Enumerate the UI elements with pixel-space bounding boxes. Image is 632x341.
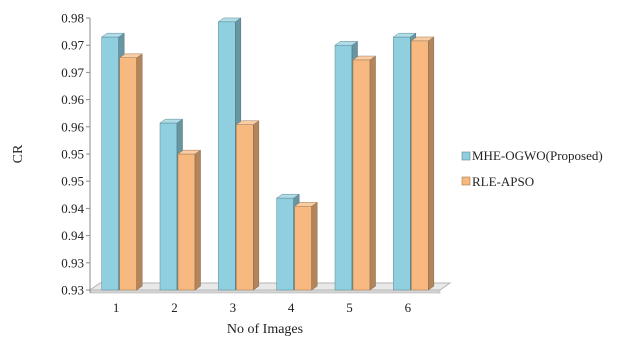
y-tick-label: 0.93 [61, 255, 84, 270]
y-tick-labels: 0.93 0.93 0.94 0.94 0.95 0.95 0.96 0.96 0.97 0.97… [61, 11, 84, 298]
bar-side [369, 55, 376, 291]
y-tick-label: 0.95 [61, 147, 84, 162]
x-tick-label: 3 [230, 300, 237, 315]
bar-top [118, 53, 143, 58]
legend-swatch-rle-apso [461, 176, 471, 186]
bar-front [119, 57, 137, 291]
bar-front [334, 44, 353, 291]
x-tick-label: 6 [405, 300, 412, 315]
bar-front [236, 124, 254, 291]
bar [177, 149, 202, 291]
bar-top [100, 32, 125, 38]
bar-side [253, 120, 260, 291]
x-tick-label: 1 [113, 300, 120, 315]
x-axis-title: No of Images [227, 322, 303, 337]
legend-label-rle-apso: RLE-APSO [472, 174, 534, 189]
bar [410, 36, 435, 291]
bar-top [392, 32, 417, 38]
bar-front [294, 205, 312, 291]
bar-side [311, 201, 318, 291]
bar-top [334, 41, 359, 46]
y-tick-label: 0.96 [61, 92, 84, 107]
bar-front [411, 40, 429, 291]
y-axis-title: CR [11, 144, 26, 163]
legend-swatch-mhe-ogwo [461, 151, 471, 161]
bar [293, 201, 318, 291]
floor-edge [89, 289, 441, 294]
bar [118, 53, 143, 291]
x-tick-labels: 1 2 3 4 5 6 [113, 300, 412, 315]
y-tick-label: 0.94 [61, 201, 84, 216]
y-tick-label: 0.96 [61, 119, 84, 134]
y-tick-label: 0.97 [61, 38, 84, 53]
legend: MHE-OGWO(Proposed) RLE-APSO [461, 148, 603, 189]
bar-front [159, 122, 178, 291]
bar-front [276, 197, 294, 291]
bar-top [177, 149, 202, 155]
bar-top [235, 120, 260, 125]
bar-front [177, 153, 196, 291]
bar-side [428, 36, 435, 291]
bar-side [194, 149, 201, 291]
bar-top [275, 193, 300, 199]
axes [86, 17, 91, 293]
bar-front [218, 21, 236, 291]
bar-side [136, 53, 143, 291]
legend-label-mhe-ogwo: MHE-OGWO(Proposed) [472, 148, 603, 163]
bar [352, 55, 377, 291]
bar-front [393, 36, 411, 291]
bar-top [410, 36, 435, 42]
bar-front [352, 59, 371, 291]
x-tick-label: 5 [346, 300, 353, 315]
bar [235, 120, 260, 291]
y-tick-label: 0.98 [61, 11, 84, 26]
y-tick-label: 0.93 [61, 283, 84, 298]
y-tick-label: 0.97 [61, 65, 84, 80]
bars [100, 17, 435, 291]
y-tick-label: 0.95 [61, 174, 84, 189]
bar-top [217, 17, 242, 23]
bar-top [293, 202, 318, 207]
y-tick-label: 0.94 [61, 228, 84, 243]
x-tick-label: 2 [171, 300, 178, 315]
x-tick-label: 4 [288, 300, 295, 315]
bar-front [101, 36, 119, 291]
bar-top [159, 118, 184, 124]
bar-top [352, 55, 377, 61]
